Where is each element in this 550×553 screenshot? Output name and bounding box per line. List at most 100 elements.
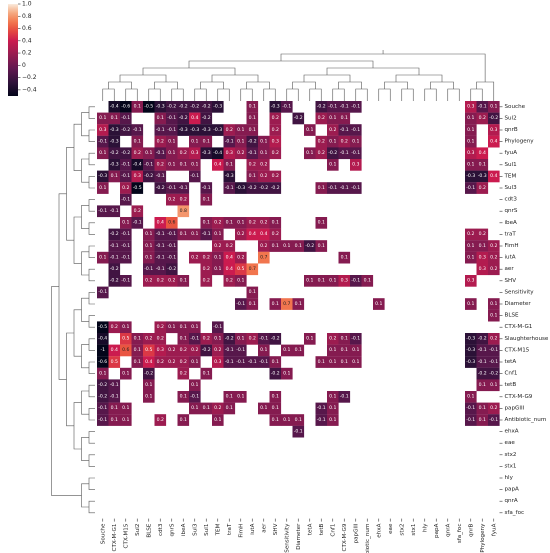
heatmap-cell bbox=[223, 391, 236, 403]
heatmap-cell bbox=[465, 124, 477, 136]
heatmap-cell bbox=[338, 344, 351, 357]
heatmap-cell bbox=[465, 182, 477, 194]
heatmap-cell bbox=[120, 193, 132, 206]
cell-label: 0.2 bbox=[226, 278, 233, 284]
row-label: Sul3 bbox=[505, 185, 518, 191]
cell-label: -0.1 bbox=[236, 347, 245, 353]
cell-label: 0.2 bbox=[260, 162, 267, 168]
heatmap-cell bbox=[166, 217, 178, 229]
cell-label: 0.1 bbox=[145, 382, 152, 388]
cell-label: -0.1 bbox=[351, 336, 360, 342]
heatmap-cell bbox=[189, 391, 201, 403]
dendrogram-link bbox=[338, 81, 362, 89]
heatmap-cell bbox=[281, 240, 293, 252]
row-label: Slaughterhouse bbox=[505, 336, 549, 342]
heatmap-cell bbox=[189, 321, 201, 334]
cell-label: -0.2 bbox=[179, 104, 188, 110]
cell-label: -0.1 bbox=[478, 347, 487, 353]
heatmap-cell bbox=[258, 240, 270, 252]
cell-label: 0.1 bbox=[191, 324, 198, 330]
heatmap-cell bbox=[166, 159, 178, 171]
dendrogram-link bbox=[73, 402, 82, 450]
col-label: qnrA bbox=[446, 523, 452, 536]
heatmap-cell bbox=[143, 251, 155, 264]
cell-label: 0.2 bbox=[479, 115, 486, 121]
heatmap-cell bbox=[131, 159, 144, 171]
cell-label: 0.2 bbox=[157, 324, 164, 330]
cell-label: 0.2 bbox=[180, 196, 187, 202]
col-label: stx1 bbox=[411, 523, 417, 535]
heatmap-cell bbox=[97, 135, 109, 148]
cell-label: -0.1 bbox=[167, 243, 176, 249]
dendrogram-link bbox=[108, 81, 132, 89]
cell-label: 0.2 bbox=[203, 254, 210, 260]
heatmap-cell bbox=[97, 286, 109, 299]
cell-label: 0.1 bbox=[111, 417, 118, 423]
dendrogram-link bbox=[81, 158, 89, 183]
heatmap-cell bbox=[465, 356, 477, 368]
cell-label: -0.2 bbox=[110, 266, 119, 272]
cell-label: 0.2 bbox=[203, 278, 210, 284]
heatmap-cell bbox=[488, 112, 500, 125]
heatmap-cell bbox=[315, 182, 328, 194]
cell-label: -0.1 bbox=[236, 301, 245, 307]
heatmap-cell bbox=[177, 321, 190, 334]
cell-label: 0.1 bbox=[306, 150, 313, 156]
cell-label: -0.1 bbox=[156, 266, 165, 272]
cell-label: -0.2 bbox=[110, 231, 119, 237]
heatmap-cell bbox=[235, 391, 247, 403]
cell-label: 0.1 bbox=[329, 278, 336, 284]
cell-label: -0.1 bbox=[340, 394, 349, 400]
cell-label: 0.2 bbox=[490, 336, 497, 342]
heatmap-cell bbox=[269, 147, 282, 160]
colorbar-label: −0.2 bbox=[22, 74, 37, 81]
heatmap-cell bbox=[465, 159, 477, 171]
cell-label: 0.3 bbox=[99, 127, 106, 133]
cell-label: 0.1 bbox=[272, 301, 279, 307]
col-label: tetA bbox=[308, 523, 314, 535]
cell-label: -0.1 bbox=[466, 417, 475, 423]
cell-label: 0.1 bbox=[145, 243, 152, 249]
cell-label: -0.1 bbox=[167, 127, 176, 133]
dendrogram-link bbox=[309, 88, 322, 101]
cell-label: 0.1 bbox=[329, 359, 336, 365]
cell-label: 0.2 bbox=[214, 405, 221, 411]
cell-label: 0.1 bbox=[226, 405, 233, 411]
cell-label: 0.2 bbox=[272, 231, 279, 237]
cell-label: 0.2 bbox=[168, 278, 175, 284]
cell-label: -0.1 bbox=[213, 324, 222, 330]
heatmap-cell bbox=[143, 367, 155, 380]
heatmap-cell bbox=[327, 344, 339, 357]
dendrogram-link bbox=[81, 437, 89, 461]
cell-label: 0.1 bbox=[467, 115, 474, 121]
heatmap-cell bbox=[108, 240, 121, 252]
cell-label: -0.1 bbox=[466, 405, 475, 411]
cell-label: -0.2 bbox=[202, 104, 211, 110]
heatmap-cell bbox=[235, 251, 247, 264]
cell-label: 0.1 bbox=[191, 231, 198, 237]
heatmap-cell bbox=[350, 147, 362, 160]
heatmap-cell bbox=[465, 101, 477, 113]
heatmap-cell bbox=[154, 263, 167, 276]
cell-label: -0.1 bbox=[167, 254, 176, 260]
heatmap-cell bbox=[143, 344, 155, 357]
dendrogram-link bbox=[88, 384, 95, 398]
heatmap-cell bbox=[143, 275, 155, 287]
heatmap-cell bbox=[235, 275, 247, 287]
heatmap-cell bbox=[488, 251, 500, 264]
heatmap-cell bbox=[488, 414, 500, 426]
heatmap-cell bbox=[97, 182, 109, 194]
heatmap-cell bbox=[120, 147, 132, 160]
cell-label: 0.7 bbox=[260, 254, 267, 260]
cell-label: -0.1 bbox=[167, 115, 176, 121]
cell-label: 0.1 bbox=[467, 138, 474, 144]
heatmap-cell bbox=[488, 298, 500, 310]
heatmap-cell bbox=[476, 182, 489, 194]
heatmap-cell bbox=[235, 217, 247, 229]
cell-label: 0.1 bbox=[490, 301, 497, 307]
heatmap-cell bbox=[315, 217, 328, 229]
heatmap-cell bbox=[246, 159, 259, 171]
heatmap-cell bbox=[212, 356, 224, 368]
cell-label: -0.3 bbox=[179, 127, 188, 133]
col-label: Sul3 bbox=[193, 523, 199, 536]
